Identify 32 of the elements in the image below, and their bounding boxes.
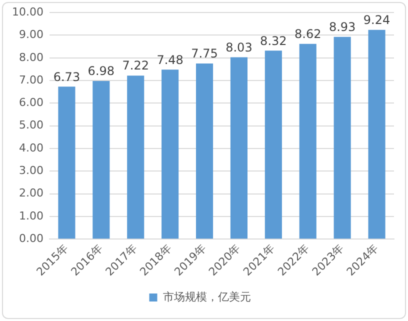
data-label: 7.22 bbox=[122, 58, 149, 73]
y-tick-label: 0.00 bbox=[18, 232, 44, 245]
data-label: 8.93 bbox=[328, 20, 356, 34]
data-label: 8.32 bbox=[260, 34, 287, 48]
data-label: 8.62 bbox=[294, 26, 322, 41]
bar bbox=[127, 76, 144, 239]
y-tick-label: 5.00 bbox=[18, 118, 44, 132]
y-tick-label: 8.00 bbox=[18, 50, 44, 64]
data-label: 7.48 bbox=[156, 52, 184, 67]
bar bbox=[264, 50, 282, 239]
y-tick-label: 4.00 bbox=[18, 141, 44, 154]
data-label: 6.73 bbox=[53, 70, 80, 84]
bar bbox=[162, 70, 179, 239]
bar bbox=[196, 64, 214, 239]
y-tick-label: 2.00 bbox=[18, 186, 44, 200]
bar bbox=[334, 36, 351, 239]
y-tick-label: 9.00 bbox=[18, 28, 44, 42]
legend-label: 市场规模，亿美元 bbox=[162, 290, 251, 304]
bar bbox=[92, 81, 110, 239]
y-tick-label: 7.00 bbox=[18, 73, 44, 86]
data-label: 7.75 bbox=[191, 46, 218, 61]
y-tick-label: 3.00 bbox=[18, 164, 44, 178]
y-tick-label: 10.00 bbox=[12, 5, 44, 18]
bar bbox=[58, 86, 76, 239]
data-label: 9.24 bbox=[363, 12, 390, 27]
bar bbox=[230, 57, 248, 239]
bar bbox=[299, 44, 316, 239]
data-label: 6.98 bbox=[88, 64, 115, 78]
bar bbox=[368, 30, 386, 239]
y-tick-label: 6.00 bbox=[18, 96, 44, 110]
y-tick-label: 1.00 bbox=[18, 209, 44, 222]
data-label: 8.03 bbox=[226, 40, 252, 54]
